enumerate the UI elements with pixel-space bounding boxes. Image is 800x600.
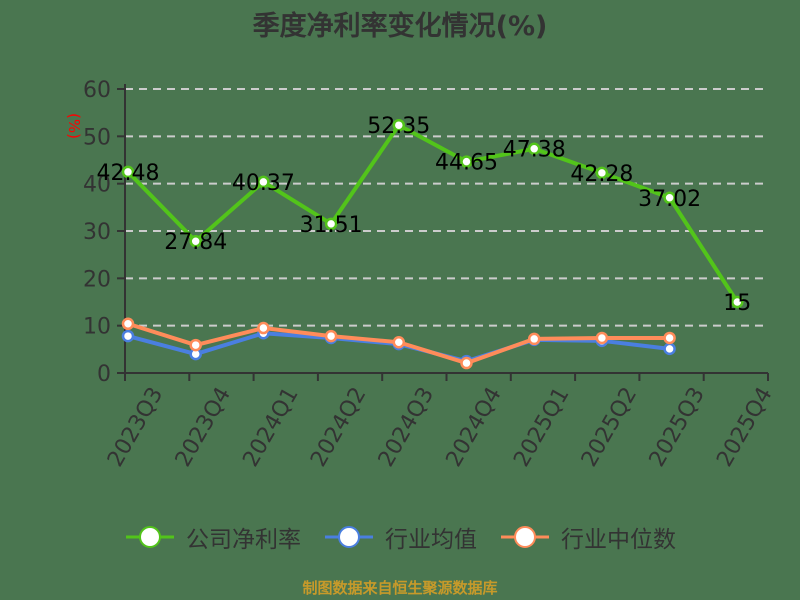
data-point[interactable] <box>121 329 135 343</box>
chart-title: 季度净利率变化情况(%) <box>252 11 548 42</box>
data-point[interactable] <box>392 335 406 349</box>
data-point[interactable] <box>663 342 676 356</box>
legend-item-median[interactable]: 行业中位数 <box>499 520 676 554</box>
legend-item-avg[interactable]: 行业均值 <box>323 520 477 554</box>
data-point[interactable] <box>731 295 744 309</box>
x-tick-label: 2023Q3 <box>103 383 168 471</box>
legend-item-company[interactable]: 公司净利率 <box>124 520 301 554</box>
data-label: 15 <box>723 291 751 316</box>
data-label: 31.51 <box>300 213 363 238</box>
data-label: 44.65 <box>435 151 498 176</box>
legend-marker-icon <box>325 526 373 548</box>
y-axis-label: (%) <box>65 113 83 139</box>
legend-label: 行业均值 <box>385 527 477 553</box>
data-label: 42.48 <box>97 161 160 186</box>
y-tick-label: 50 <box>83 125 111 150</box>
data-point[interactable] <box>663 191 676 205</box>
data-label: 37.02 <box>638 187 701 212</box>
data-point[interactable] <box>121 317 135 331</box>
y-tick-label: 10 <box>83 315 111 340</box>
legend-marker-icon <box>501 526 549 548</box>
legend-label: 公司净利率 <box>186 527 301 553</box>
x-tick-label: 2025Q1 <box>509 383 574 471</box>
y-tick-label: 30 <box>83 220 111 245</box>
x-tick-label: 2024Q3 <box>374 383 439 471</box>
legend-label: 行业中位数 <box>561 527 676 553</box>
x-tick-label: 2024Q2 <box>306 383 371 471</box>
data-point[interactable] <box>595 331 609 345</box>
data-label: 40.37 <box>232 171 295 196</box>
data-point[interactable] <box>460 155 473 168</box>
data-point[interactable] <box>527 332 541 346</box>
data-point[interactable] <box>527 142 541 155</box>
data-label: 27.84 <box>164 230 227 255</box>
x-tick-label: 2025Q3 <box>645 383 710 471</box>
data-point[interactable] <box>121 165 135 179</box>
y-tick-label: 0 <box>97 362 111 387</box>
y-tick-label: 40 <box>83 173 111 198</box>
data-label: 42.28 <box>570 162 633 187</box>
data-point[interactable] <box>189 234 202 248</box>
x-tick-label: 2023Q4 <box>171 383 236 471</box>
data-point[interactable] <box>324 217 338 231</box>
data-source-note: 制图数据来自恒生聚源数据库 <box>302 579 498 597</box>
data-label: 47.38 <box>503 138 566 163</box>
data-point[interactable] <box>392 118 406 132</box>
data-point[interactable] <box>460 356 473 370</box>
data-point[interactable] <box>324 329 338 343</box>
data-point[interactable] <box>257 321 270 335</box>
x-tick-label: 2024Q1 <box>238 383 303 471</box>
data-point[interactable] <box>189 338 202 352</box>
x-tick-label: 2025Q4 <box>712 383 777 471</box>
legend-marker-icon <box>126 526 174 548</box>
y-tick-label: 20 <box>83 267 111 292</box>
x-tick-label: 2024Q4 <box>442 383 507 471</box>
legend: 公司净利率 行业均值 行业中位数 <box>0 520 800 554</box>
x-tick-label: 2025Q2 <box>577 383 642 471</box>
data-point[interactable] <box>663 331 676 345</box>
data-point[interactable] <box>595 166 609 180</box>
data-label: 52.35 <box>367 114 430 139</box>
data-point[interactable] <box>257 175 270 189</box>
y-tick-label: 60 <box>83 78 111 103</box>
series-line <box>126 123 739 304</box>
